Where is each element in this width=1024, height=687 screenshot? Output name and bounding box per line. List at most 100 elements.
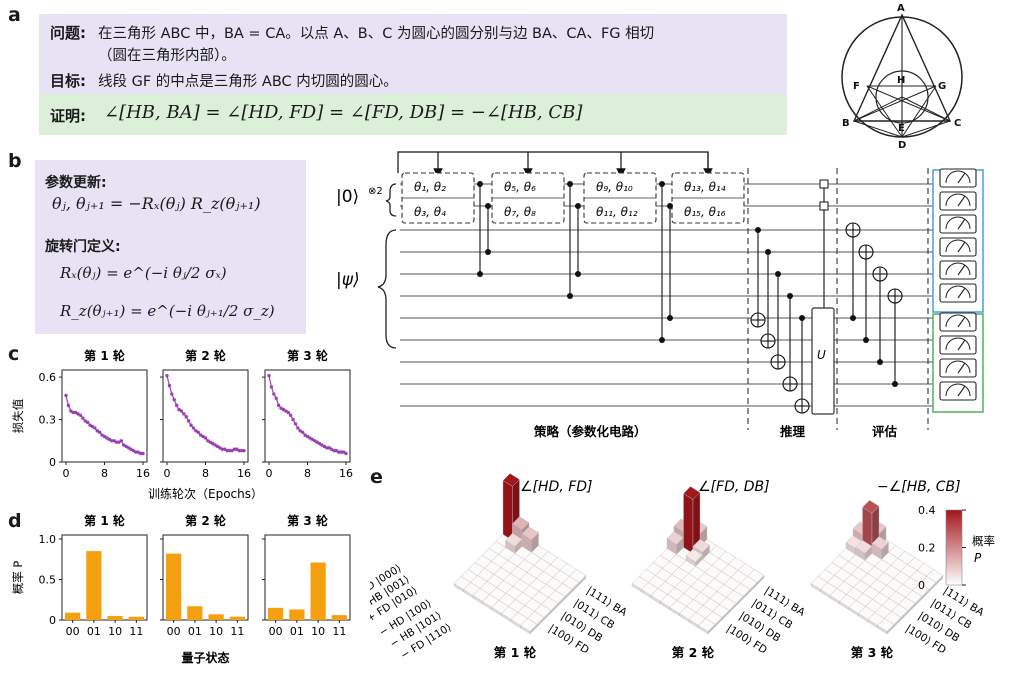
round-caption: 第 3 轮	[851, 645, 894, 660]
x-tick-label: 0	[63, 467, 70, 480]
probability-chart-title: 第 3 轮	[287, 513, 329, 528]
loss-point	[274, 396, 278, 401]
heatmap-title: ∠[FD, DB]	[698, 479, 770, 495]
loss-point	[203, 436, 208, 440]
loss-chart-title: 第 3 轮	[287, 348, 329, 363]
x-tick-label: 8	[202, 467, 209, 480]
colorbar-sublabel: P	[974, 551, 982, 565]
loss-point	[276, 403, 281, 408]
round-caption: 第 2 轮	[672, 645, 715, 660]
probability-bar	[128, 616, 144, 620]
geometry-figure: A B C D E F G H	[841, 3, 963, 150]
control-dot	[799, 315, 805, 321]
gate-params-bottom: θ₁₅, θ₁₆	[684, 205, 726, 219]
ket-zero-power: ⊗2	[368, 186, 383, 197]
control-dot	[477, 271, 483, 277]
round-caption: 第 1 轮	[494, 645, 537, 660]
loss-point	[97, 430, 102, 434]
loss-point	[286, 410, 290, 415]
probability-bar	[331, 615, 347, 620]
state-tick-label: 00	[66, 625, 80, 638]
y-tick-label: 1.0	[39, 533, 57, 546]
loss-chart-frame	[61, 369, 148, 463]
loss-point	[242, 448, 246, 453]
parameter-gate-block: θ₁₃, θ₁₄ θ₁₅, θ₁₆	[671, 172, 745, 224]
probability-bar	[86, 551, 102, 620]
heatmap-title: −∠[HB, CB]	[877, 479, 961, 495]
state-tick-label: 00	[167, 625, 181, 638]
loss-series-line	[65, 395, 143, 455]
section-policy: 策略（参数化电路）	[534, 424, 647, 439]
control-dot	[575, 271, 581, 277]
parameter-gate-block: θ₉, θ₁₀ θ₁₁, θ₁₂	[583, 172, 657, 224]
x-tick-label: 16	[237, 467, 251, 480]
proof-label: 证明:	[50, 107, 86, 125]
probability-bar	[208, 614, 224, 620]
measurement-meter-icon	[939, 335, 977, 355]
control-dot	[567, 293, 573, 299]
control-dot	[485, 203, 491, 209]
loss-point	[114, 440, 119, 444]
rotation-def-label: 旋转门定义:	[45, 239, 121, 255]
control-lines	[477, 179, 903, 414]
u-control	[819, 179, 829, 189]
proof-text: ∠[HB, BA] = ∠[HD, FD] = ∠[FD, DB] = −∠[H…	[104, 102, 583, 123]
loss-point	[174, 403, 179, 408]
probability-3d-bar-charts: ∠[HD, FD]|111⟩ BA|011⟩ CB|010⟩ DB|100⟩ F…	[370, 473, 995, 662]
probability-bar	[268, 607, 284, 620]
loss-point	[196, 430, 200, 434]
section-reasoning: 推理	[780, 424, 806, 439]
probability-x-label: 量子状态	[181, 650, 229, 665]
panel-label-e: e	[370, 466, 383, 488]
loss-point	[93, 426, 97, 430]
probability-bar	[65, 612, 81, 620]
proof-box	[39, 94, 787, 135]
loss-point	[170, 392, 174, 396]
probability-3d-bar	[683, 486, 701, 557]
point-c: C	[954, 118, 961, 129]
gate-params-bottom: θ₃, θ₄	[414, 205, 446, 219]
state-tick-label: 01	[87, 625, 101, 638]
loss-point	[85, 420, 90, 425]
loss-point	[134, 450, 138, 454]
state-tick-label: 01	[188, 625, 202, 638]
loss-point	[272, 392, 276, 396]
probability-3d-bar	[877, 618, 895, 635]
unitary-u-box	[811, 307, 835, 415]
point-g: G	[938, 81, 946, 92]
parameter-gate-block: θ₁, θ₂ θ₃, θ₄	[401, 172, 475, 224]
gate-params-top: θ₁, θ₂	[414, 180, 446, 194]
point-e: E	[898, 123, 905, 134]
measurement-meter-icon	[939, 237, 977, 257]
loss-point	[339, 450, 343, 454]
control-dot	[765, 249, 771, 255]
loss-chart-frame	[264, 369, 351, 463]
control-dot	[850, 315, 856, 321]
loss-point	[138, 451, 143, 456]
x-tick-label: 0	[266, 467, 273, 480]
loss-point	[269, 385, 274, 389]
control-dot	[877, 359, 883, 365]
probability-3d-bar	[698, 618, 716, 635]
colorbar-tick-label: 0.2	[918, 542, 936, 555]
probability-3d-chart: ∠[FD, DB]|111⟩ BA|011⟩ CB|010⟩ DB|100⟩ F…	[631, 479, 808, 660]
loss-point	[78, 413, 83, 417]
probability-3d-chart: −∠[HB, CB]|111⟩ BA|011⟩ CB|010⟩ DB|100⟩ …	[810, 479, 987, 660]
control-dot	[667, 203, 673, 209]
parameter-gate-block: θ₅, θ₆ θ₇, θ₈	[491, 172, 565, 224]
state-tick-label: 11	[129, 625, 143, 638]
state-tick-label: 10	[108, 625, 122, 638]
probability-bar	[289, 609, 305, 620]
probability-chart-title: 第 2 轮	[185, 513, 227, 528]
colorbar-tick-label: 0	[918, 579, 925, 592]
loss-point	[344, 451, 348, 456]
parameter-feedback	[397, 151, 713, 178]
y-tick-label: 0	[49, 456, 56, 469]
loss-point	[184, 415, 188, 419]
measurement-meter-icon	[939, 381, 977, 401]
loss-point	[267, 373, 271, 378]
loss-point	[239, 448, 244, 453]
probability-chart-frame	[162, 534, 249, 621]
